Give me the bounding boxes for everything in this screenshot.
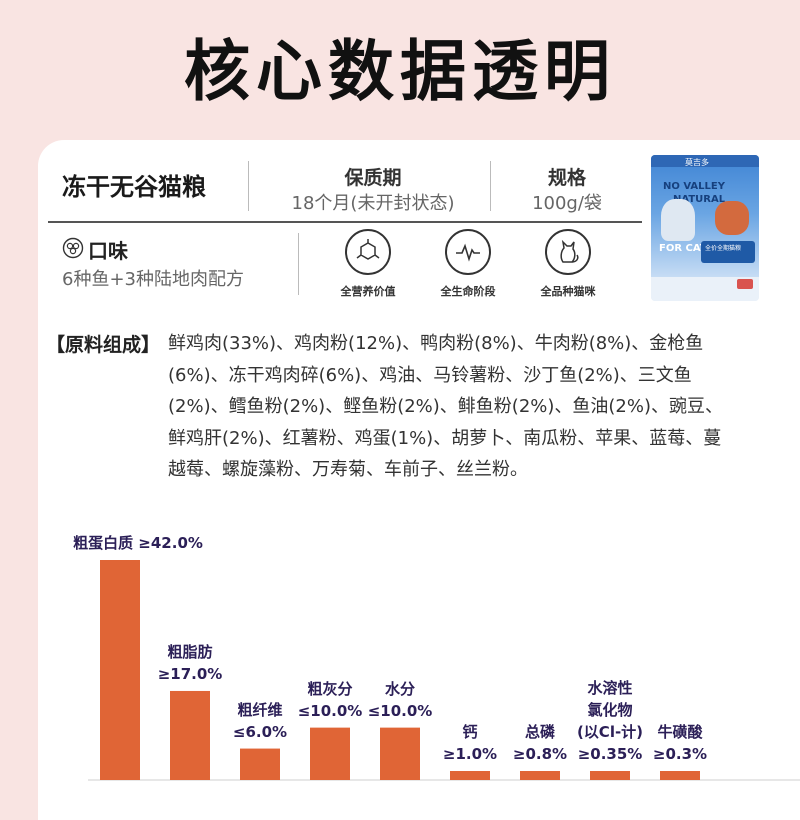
bar-label: 粗蛋白质 ≥42.0%	[58, 532, 218, 554]
package-label-text: 全价全期猫粮	[705, 245, 742, 252]
bar-5	[380, 727, 420, 780]
taste-title: 口味	[88, 239, 128, 263]
cat-icon	[545, 229, 591, 275]
bar-label-line: 粗灰分	[307, 679, 353, 698]
bar-label: 总磷 ≥0.8%	[490, 721, 590, 765]
bar-label: 粗纤维 ≤6.0%	[210, 699, 310, 743]
package-for-cat: FOR CAT	[659, 243, 707, 254]
bar-label-line: ≤10.0%	[297, 701, 363, 720]
feature-label: 全生命阶段	[440, 285, 496, 298]
bar-label-line: 粗蛋白质 ≥42.0%	[73, 534, 203, 552]
nutrition-bar-chart	[88, 560, 800, 781]
bar-label-line: 总磷	[524, 723, 555, 741]
info-row-top: 冻干无谷猫粮 保质期 18个月(未开封状态) 规格 100g/袋	[48, 153, 642, 223]
bar-label-line: 水溶性	[587, 679, 633, 697]
bar-label-line: ≥0.8%	[512, 745, 568, 763]
bar-label-line: 牛磺酸	[657, 723, 703, 741]
product-package-image: 莫吉多 NO VALLEY NATURAL FOR CAT 全价全期猫粮	[651, 155, 759, 301]
taste-value: 6种鱼+3种陆地肉配方	[62, 269, 244, 290]
product-name: 冻干无谷猫粮	[62, 173, 206, 201]
bar-label: 牛磺酸 ≥0.3%	[630, 721, 730, 765]
product-info-box: 冻干无谷猫粮 保质期 18个月(未开封状态) 规格 100g/袋 口味 6种鱼+…	[48, 153, 642, 301]
bar-label-line: 水分	[384, 679, 415, 698]
divider	[490, 161, 491, 211]
package-food-figure	[715, 201, 749, 235]
feature-label: 全品种猫咪	[540, 285, 596, 298]
ingredients-text: 鲜鸡肉(33%)、鸡肉粉(12%)、鸭肉粉(8%)、牛肉粉(8%)、金枪鱼(6%…	[168, 333, 724, 480]
feature-label: 全营养价值	[340, 285, 396, 298]
feature-all-breeds: 全品种猫咪	[518, 229, 618, 299]
package-line1: NO VALLEY	[663, 181, 725, 192]
bar-label-line: ≤6.0%	[232, 722, 288, 741]
spec-value: 100g/袋	[532, 193, 602, 214]
page-headline: 核心数据透明	[184, 33, 616, 110]
bar-1	[100, 560, 140, 780]
bar-label-line: ≥0.3%	[652, 745, 708, 763]
ingredients-label: 【原料组成】	[46, 334, 161, 356]
heartbeat-icon	[445, 229, 491, 275]
bar-label-line: 粗纤维	[237, 700, 283, 719]
package-line2: NATURAL	[673, 194, 726, 205]
feature-full-nutrition: 全营养价值	[318, 229, 418, 299]
bar-label-line: 钙	[462, 723, 478, 741]
bar-label: 粗灰分 ≤10.0%	[280, 678, 380, 722]
bar-label-line: ≥1.0%	[442, 745, 498, 763]
flavor-molecule-icon	[62, 237, 84, 259]
bar-label-line: 粗脂肪	[167, 642, 213, 661]
bar-label: 水溶性氯化物 (以Cl-计) ≥0.35%	[560, 677, 660, 765]
bar-label: 水分 ≤10.0%	[350, 678, 450, 722]
package-label-box	[701, 241, 755, 263]
package-top-strip	[651, 155, 759, 167]
spec-title: 规格	[547, 167, 586, 189]
nutrition-molecule-icon	[345, 229, 391, 275]
divider	[298, 233, 299, 295]
shelf-life-value: 18个月(未开封状态)	[291, 193, 455, 214]
bar-label-line: (以Cl-计)	[576, 723, 644, 741]
bar-3	[240, 748, 280, 780]
bar-9	[660, 771, 700, 780]
shelf-life-title: 保质期	[344, 167, 402, 189]
bar-label-line: ≤10.0%	[367, 701, 433, 720]
divider	[248, 161, 249, 211]
package-cat-figure	[661, 199, 695, 241]
feature-all-life-stages: 全生命阶段	[418, 229, 518, 299]
bar-label-line: ≥17.0%	[157, 664, 223, 683]
bar-label-line: 氯化物	[587, 701, 633, 719]
bar-2	[170, 690, 210, 780]
package-brand: 莫吉多	[685, 158, 709, 167]
bar-6	[450, 771, 490, 780]
bar-label-line: ≥0.35%	[577, 745, 643, 763]
bar-label: 钙 ≥1.0%	[420, 721, 520, 765]
bar-8	[590, 771, 630, 780]
bar-7	[520, 771, 560, 780]
package-badge	[737, 279, 753, 289]
bar-label: 粗脂肪 ≥17.0%	[140, 641, 240, 685]
bar-4	[310, 727, 350, 780]
